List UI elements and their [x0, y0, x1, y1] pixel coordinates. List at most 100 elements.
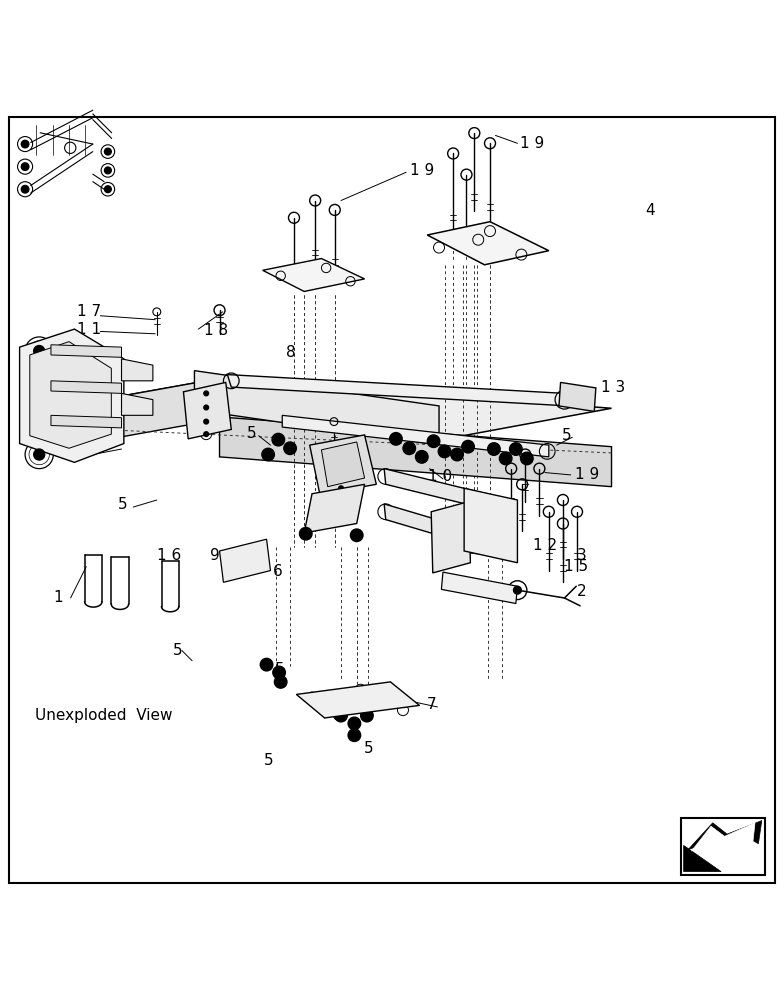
Circle shape: [21, 185, 29, 193]
Text: 8: 8: [286, 345, 296, 360]
Polygon shape: [220, 417, 612, 487]
Text: 1 8: 1 8: [204, 323, 228, 338]
Polygon shape: [441, 572, 517, 603]
Circle shape: [427, 435, 440, 447]
Polygon shape: [304, 484, 365, 533]
Text: 1: 1: [53, 590, 63, 605]
Text: 1 5: 1 5: [564, 559, 589, 574]
Polygon shape: [194, 371, 439, 445]
Text: 9: 9: [210, 548, 220, 563]
Polygon shape: [30, 342, 111, 448]
Circle shape: [34, 416, 45, 427]
Text: 1 1: 1 1: [77, 322, 101, 337]
Circle shape: [488, 443, 500, 455]
Circle shape: [204, 391, 209, 396]
Circle shape: [339, 462, 343, 467]
Circle shape: [350, 529, 363, 542]
Text: 1 9: 1 9: [575, 467, 600, 482]
Circle shape: [390, 433, 402, 445]
Circle shape: [348, 717, 361, 730]
Text: 5: 5: [562, 428, 572, 443]
Text: 2: 2: [577, 584, 586, 599]
Text: 1 6: 1 6: [157, 548, 181, 563]
Circle shape: [335, 709, 347, 722]
Polygon shape: [431, 502, 470, 573]
Polygon shape: [691, 823, 755, 851]
Circle shape: [262, 448, 274, 461]
Polygon shape: [282, 415, 549, 457]
Circle shape: [34, 381, 45, 392]
Circle shape: [204, 405, 209, 410]
Polygon shape: [51, 415, 122, 428]
Circle shape: [451, 448, 463, 461]
Circle shape: [21, 140, 29, 148]
Circle shape: [273, 666, 285, 679]
Circle shape: [272, 433, 285, 446]
Polygon shape: [688, 821, 762, 849]
Circle shape: [510, 443, 522, 455]
Circle shape: [348, 729, 361, 741]
Polygon shape: [559, 382, 596, 411]
Circle shape: [284, 442, 296, 455]
Circle shape: [339, 486, 343, 491]
Polygon shape: [684, 845, 721, 872]
Polygon shape: [220, 539, 270, 582]
Circle shape: [438, 445, 451, 458]
Polygon shape: [51, 381, 122, 393]
Text: 5: 5: [263, 753, 273, 768]
Text: 1 3: 1 3: [601, 380, 625, 395]
Text: 6: 6: [273, 564, 282, 579]
Polygon shape: [122, 359, 153, 381]
Circle shape: [521, 452, 533, 465]
Circle shape: [339, 476, 343, 480]
Text: 1 9: 1 9: [520, 136, 544, 151]
Circle shape: [204, 419, 209, 424]
Polygon shape: [183, 382, 231, 439]
Circle shape: [21, 163, 29, 170]
Polygon shape: [20, 329, 124, 462]
Text: 5: 5: [118, 497, 127, 512]
Polygon shape: [464, 488, 517, 563]
Polygon shape: [310, 435, 376, 495]
Text: 1 0: 1 0: [428, 469, 452, 484]
Circle shape: [104, 186, 111, 193]
Polygon shape: [67, 378, 612, 437]
Text: 1 7: 1 7: [77, 304, 101, 319]
Text: 5: 5: [364, 741, 373, 756]
Circle shape: [299, 527, 312, 540]
Circle shape: [499, 452, 512, 465]
Circle shape: [514, 586, 521, 594]
Text: 4: 4: [645, 203, 655, 218]
Polygon shape: [384, 469, 488, 509]
Text: 1 2: 1 2: [533, 538, 557, 553]
Circle shape: [462, 440, 474, 453]
Polygon shape: [296, 682, 419, 718]
Text: 6: 6: [45, 383, 55, 398]
Circle shape: [361, 709, 373, 722]
Circle shape: [339, 449, 343, 454]
Circle shape: [260, 658, 273, 671]
Text: 5: 5: [247, 426, 256, 441]
Polygon shape: [263, 259, 365, 291]
Text: 3: 3: [577, 548, 586, 563]
Bar: [681, 818, 765, 875]
Polygon shape: [122, 393, 153, 415]
Text: 5: 5: [274, 662, 284, 677]
Text: 1 9: 1 9: [410, 163, 434, 178]
Polygon shape: [321, 442, 365, 487]
Polygon shape: [227, 375, 568, 406]
Circle shape: [104, 167, 111, 174]
Circle shape: [34, 346, 45, 357]
Text: 1 4: 1 4: [65, 446, 89, 461]
Circle shape: [274, 676, 287, 688]
Circle shape: [34, 449, 45, 460]
Circle shape: [104, 148, 111, 155]
Polygon shape: [427, 222, 549, 265]
Polygon shape: [51, 345, 122, 357]
Text: 7: 7: [426, 697, 436, 712]
Circle shape: [416, 451, 428, 463]
Circle shape: [403, 442, 416, 455]
Circle shape: [204, 432, 209, 436]
Circle shape: [561, 396, 568, 404]
Polygon shape: [67, 378, 220, 447]
